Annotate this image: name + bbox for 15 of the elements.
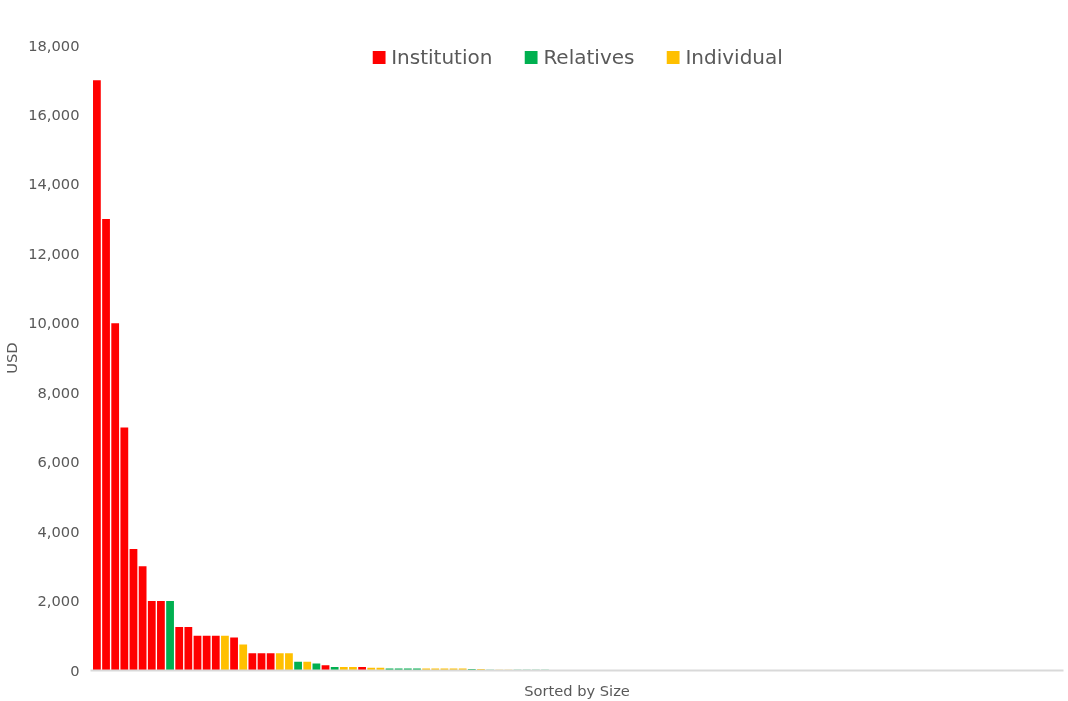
y-axis-title: USD <box>3 342 21 374</box>
y-tick-label: 12,000 <box>28 244 80 262</box>
y-tick-label: 14,000 <box>28 175 80 193</box>
y-tick-label: 0 <box>70 661 80 679</box>
y-tick-label: 18,000 <box>28 36 80 54</box>
legend-label: Relatives <box>543 45 635 69</box>
y-tick-label: 10,000 <box>28 314 80 332</box>
y-tick-label: 16,000 <box>28 105 80 123</box>
legend-label: Institution <box>391 45 493 69</box>
y-tick-label: 4,000 <box>37 522 80 540</box>
y-tick-label: 6,000 <box>37 453 80 471</box>
y-tick-label: 8,000 <box>37 383 80 401</box>
y-tick-label: 2,000 <box>37 592 80 610</box>
x-axis-title: Sorted by Size <box>524 681 630 699</box>
legend-label: Individual <box>685 45 783 69</box>
